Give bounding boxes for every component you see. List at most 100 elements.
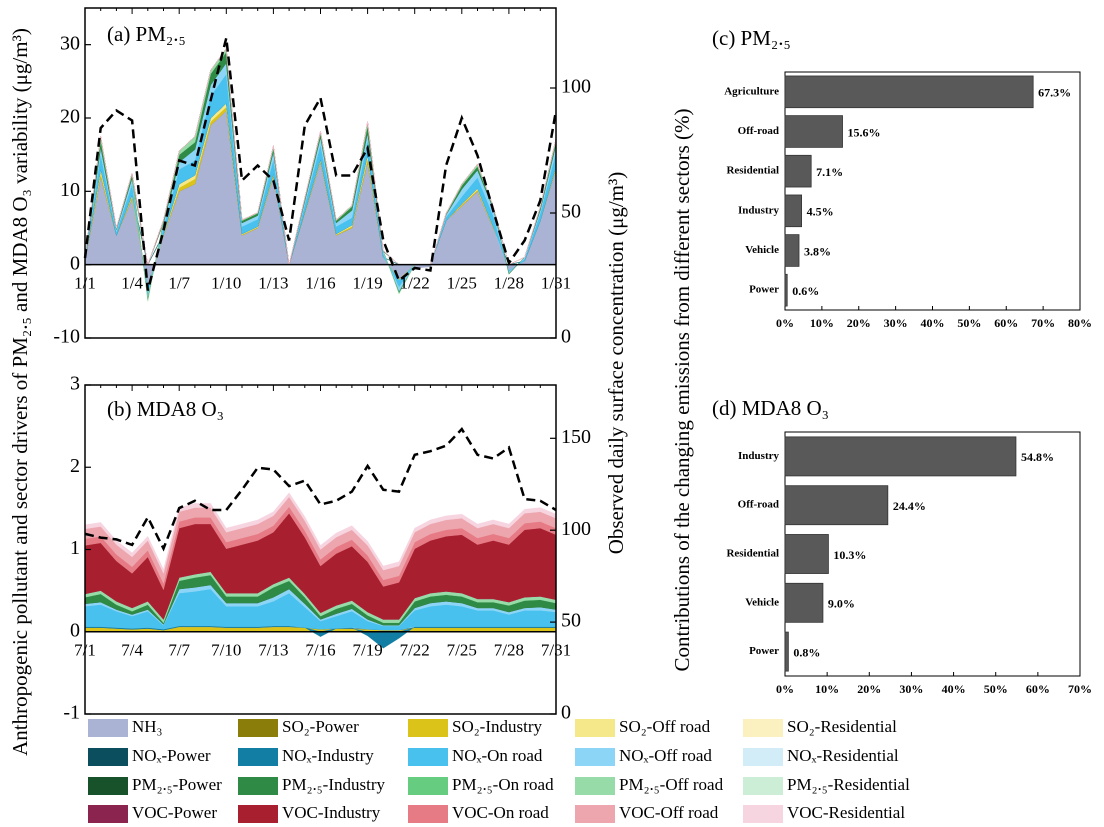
x-tick-label: 7/31 xyxy=(541,641,571,660)
x-tick-label: 60% xyxy=(1026,682,1050,696)
x-tick-label: 1/10 xyxy=(211,274,241,293)
y-tick-label: 2 xyxy=(70,455,80,477)
legend-swatch xyxy=(238,805,278,823)
y-tick-label: 0 xyxy=(70,252,80,274)
bar xyxy=(784,194,802,228)
bar-y-axis-label: Contributions of the changing emissions … xyxy=(670,108,694,671)
x-tick-label: 7/28 xyxy=(494,641,524,660)
legend-label: PM₂.₅-Industry xyxy=(282,775,385,794)
value-label: 54.8% xyxy=(1021,450,1054,464)
bar xyxy=(784,115,843,148)
bar xyxy=(784,582,824,623)
legend-swatch xyxy=(238,777,278,795)
panel-title: (c) PM₂.₅ xyxy=(712,26,791,50)
observed-line xyxy=(83,37,558,291)
legend-swatch xyxy=(88,719,128,737)
bar xyxy=(784,631,789,672)
x-tick-label: 10% xyxy=(810,316,834,330)
legend-swatch xyxy=(408,748,448,766)
legend-label: VOC-Off road xyxy=(619,803,719,822)
y2-tick-label: 0 xyxy=(561,702,571,724)
category-label: Industry xyxy=(738,204,779,216)
x-tick-label: 70% xyxy=(1031,316,1055,330)
legend-label: SO₂-Residential xyxy=(787,717,897,736)
x-tick-label: 1/1 xyxy=(74,274,96,293)
x-tick-label: 50% xyxy=(957,316,981,330)
category-label: Industry xyxy=(738,450,779,462)
category-label: Vehicle xyxy=(745,596,779,608)
bar xyxy=(784,273,788,307)
y2-tick-label: 100 xyxy=(561,518,591,540)
category-label: Off-road xyxy=(738,499,779,511)
x-tick-label: 0% xyxy=(776,682,794,696)
x-tick-label: 70% xyxy=(1068,682,1092,696)
legend-swatch xyxy=(88,748,128,766)
value-label: 15.6% xyxy=(848,125,881,139)
y-tick-label: -10 xyxy=(53,326,80,348)
y-tick-label: 20 xyxy=(60,106,80,128)
x-tick-label: 1/16 xyxy=(305,274,335,293)
category-label: Agriculture xyxy=(724,85,779,97)
x-tick-label: 1/7 xyxy=(168,274,190,293)
legend-label: SO₂-Power xyxy=(282,717,359,736)
x-tick-label: 30% xyxy=(884,316,908,330)
panel-title: (d) MDA8 O₃ xyxy=(712,396,829,420)
bar xyxy=(784,154,812,188)
category-label: Off-road xyxy=(738,125,779,137)
legend-swatch xyxy=(408,805,448,823)
y2-tick-label: 50 xyxy=(561,610,581,632)
observed-line xyxy=(84,427,557,552)
legend-label: NOₓ-Off road xyxy=(619,746,712,765)
legend-label: SO₂-Off road xyxy=(619,717,711,736)
legend-label: VOC-Industry xyxy=(282,803,381,822)
legend-label: NH₃ xyxy=(132,717,163,736)
y-tick-label: 0 xyxy=(70,619,80,641)
x-tick-label: 7/22 xyxy=(400,641,430,660)
x-tick-label: 7/13 xyxy=(258,641,288,660)
x-tick-label: 40% xyxy=(921,316,945,330)
x-tick-label: 1/28 xyxy=(494,274,524,293)
legend-swatch xyxy=(743,719,783,737)
category-label: Vehicle xyxy=(745,244,779,256)
value-label: 9.0% xyxy=(828,597,855,611)
legend-label: VOC-Power xyxy=(132,803,217,822)
x-tick-label: 7/19 xyxy=(352,641,382,660)
y2-tick-label: 50 xyxy=(561,201,581,223)
legend-label: PM₂.₅-Off road xyxy=(619,775,724,794)
legend-label: NOₓ-Power xyxy=(132,746,211,765)
legend-swatch xyxy=(408,777,448,795)
x-tick-label: 7/4 xyxy=(121,641,143,660)
category-label: Power xyxy=(749,284,779,296)
value-label: 7.1% xyxy=(816,165,843,179)
x-tick-label: 7/7 xyxy=(168,641,190,660)
panel-title: (a) PM₂.₅ xyxy=(107,22,186,46)
x-tick-label: 80% xyxy=(1068,316,1092,330)
legend-label: NOₓ-On road xyxy=(452,746,543,765)
legend-swatch xyxy=(575,748,615,766)
legend-swatch xyxy=(575,777,615,795)
value-label: 0.6% xyxy=(792,284,819,298)
legend-swatch xyxy=(575,719,615,737)
y2-tick-label: 150 xyxy=(561,426,591,448)
x-tick-label: 7/25 xyxy=(447,641,477,660)
x-tick-label: 1/22 xyxy=(400,274,430,293)
value-label: 24.4% xyxy=(893,499,926,513)
value-label: 10.3% xyxy=(833,548,866,562)
bar xyxy=(784,436,1017,477)
legend-swatch xyxy=(743,777,783,795)
x-tick-label: 1/19 xyxy=(352,274,382,293)
legend-label: PM₂.₅-Residential xyxy=(787,775,910,794)
category-label: Residential xyxy=(726,165,779,177)
bar xyxy=(784,234,800,267)
legend-swatch xyxy=(88,805,128,823)
x-tick-label: 1/25 xyxy=(447,274,477,293)
category-label: Residential xyxy=(726,548,779,560)
y-tick-label: 10 xyxy=(60,179,80,201)
x-tick-label: 1/4 xyxy=(121,274,143,293)
legend-swatch xyxy=(743,748,783,766)
value-label: 67.3% xyxy=(1038,86,1071,100)
panel-title: (b) MDA8 O₃ xyxy=(107,397,224,421)
y-tick-label: 30 xyxy=(60,32,80,54)
x-tick-label: 0% xyxy=(776,316,794,330)
